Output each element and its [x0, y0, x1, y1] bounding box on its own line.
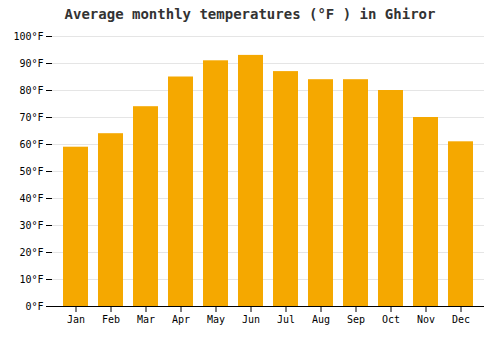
html-text:Average monthly temperatures (: Average monthly temperatures (°F ) in Gh…: [64, 6, 436, 22]
svg-text:10°F: 10°F: [19, 274, 43, 285]
svg-text:0°F: 0°F: [25, 301, 43, 312]
svg-text:Jan: Jan: [67, 314, 85, 325]
svg-text:May: May: [207, 314, 225, 325]
svg-text:30°F: 30°F: [19, 220, 43, 231]
svg-text:20°F: 20°F: [19, 247, 43, 258]
svg-text:Feb: Feb: [102, 314, 120, 325]
svg-text:60°F: 60°F: [19, 139, 43, 150]
svg-text:Oct: Oct: [382, 314, 400, 325]
svg-text:Mar: Mar: [137, 314, 155, 325]
svg-text:70°F: 70°F: [19, 112, 43, 123]
svg-text:Jun: Jun: [242, 314, 260, 325]
svg-text:Apr: Apr: [172, 314, 190, 325]
svg-text:Nov: Nov: [417, 314, 435, 325]
svg-text:Aug: Aug: [312, 314, 330, 325]
svg-text:40°F: 40°F: [19, 193, 43, 204]
svg-text:90°F: 90°F: [19, 58, 43, 69]
svg-text:50°F: 50°F: [19, 166, 43, 177]
svg-text:80°F: 80°F: [19, 85, 43, 96]
svg-text:Sep: Sep: [347, 314, 365, 325]
svg-text:100°F: 100°F: [13, 31, 43, 42]
svg-text:Jul: Jul: [277, 314, 295, 325]
svg-text:Dec: Dec: [452, 314, 470, 325]
